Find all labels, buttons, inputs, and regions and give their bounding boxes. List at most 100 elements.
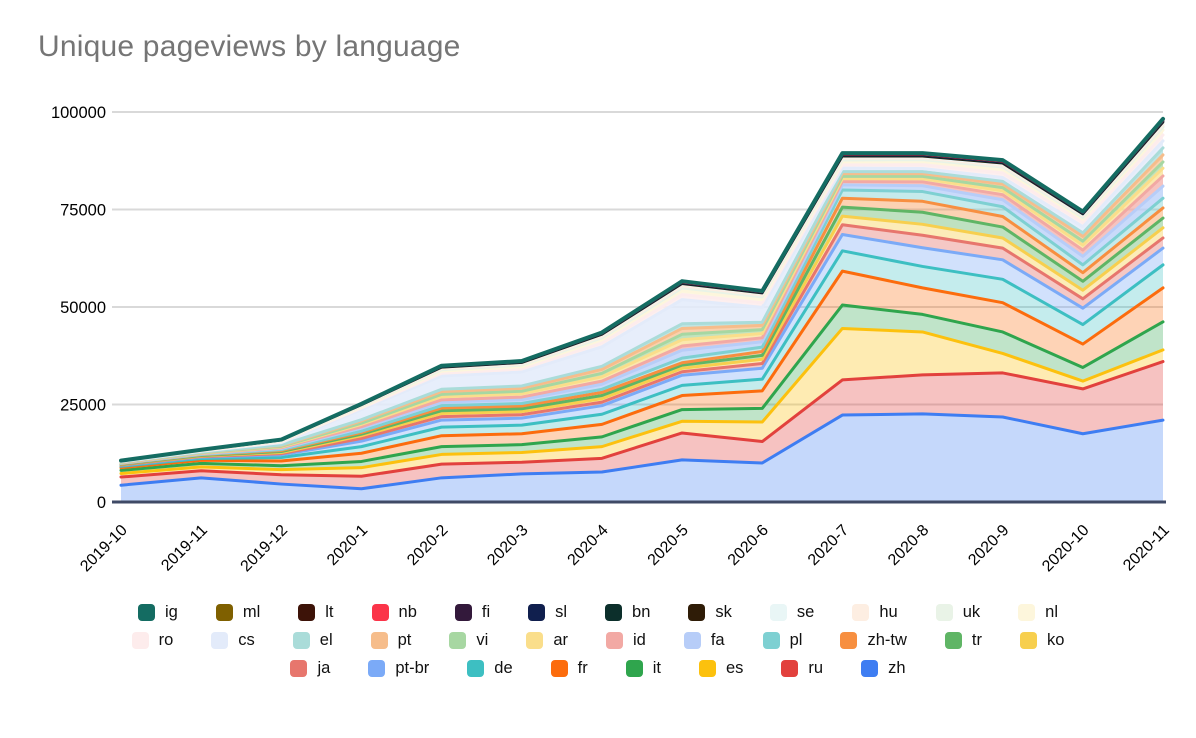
legend-item-el[interactable]: el xyxy=(292,632,333,649)
x-tick-label-2020-3: 2020-3 xyxy=(484,522,531,569)
x-tick-label-2020-5: 2020-5 xyxy=(645,522,692,569)
x-tick-label-2019-12: 2019-12 xyxy=(238,522,292,576)
legend-item-fa[interactable]: fa xyxy=(683,631,725,650)
legend-item-es[interactable]: es xyxy=(698,659,744,678)
legend-label-ro: ro xyxy=(158,631,174,650)
legend-label-fa: fa xyxy=(710,631,725,650)
tr-swatch-icon xyxy=(944,632,962,649)
fi-swatch-icon xyxy=(454,604,472,621)
x-tick-label-2020-10: 2020-10 xyxy=(1039,522,1093,576)
legend-item-nb[interactable]: nb xyxy=(371,603,417,622)
x-tick-label-2020-4: 2020-4 xyxy=(564,522,611,569)
line-de xyxy=(119,249,1165,468)
legend-label-nl: nl xyxy=(1045,603,1058,622)
legend-label-vi: vi xyxy=(476,631,489,650)
legend-item-id[interactable]: id xyxy=(605,632,646,649)
legend-item-ro[interactable]: ro xyxy=(131,631,174,650)
legend-label-bn: bn xyxy=(632,603,651,622)
legend-item-cs[interactable]: cs xyxy=(211,632,255,649)
bn-swatch-icon xyxy=(605,604,623,621)
legend-item-uk[interactable]: uk xyxy=(935,604,980,621)
pt-swatch-icon xyxy=(370,632,388,649)
se-swatch-icon xyxy=(769,604,787,621)
legend-item-pl[interactable]: pl xyxy=(762,632,802,649)
legend-row-2: ro cs el pt vi ar id fa pl zh-tw tr ko xyxy=(113,632,1084,649)
legend-label-ml: ml xyxy=(242,603,261,622)
zh-swatch-icon xyxy=(861,660,879,677)
ml-swatch-icon xyxy=(215,604,233,621)
cs-swatch-icon xyxy=(211,632,229,649)
legend-item-sl[interactable]: sl xyxy=(528,604,567,621)
y-tick-label-0: 0 xyxy=(97,494,106,512)
legend-label-se: se xyxy=(796,603,815,622)
legend-item-se[interactable]: se xyxy=(769,603,815,622)
id-swatch-icon xyxy=(605,632,623,649)
line-zh xyxy=(119,412,1165,491)
legend-label-it: it xyxy=(652,659,661,678)
legend-item-tr[interactable]: tr xyxy=(944,632,982,649)
x-tick-label-2020-1: 2020-1 xyxy=(324,522,371,569)
legend-label-sl: sl xyxy=(555,603,568,622)
lt-swatch-icon xyxy=(298,604,316,621)
legend-label-ru: ru xyxy=(808,659,824,678)
stacked-area-chart: 0 25000 50000 75000 100000 2019-10 2019-11 2019… xyxy=(51,104,1173,576)
legend-item-ar[interactable]: ar xyxy=(526,632,568,649)
legend-label-ig: ig xyxy=(165,603,178,622)
legend-item-ig[interactable]: ig xyxy=(138,604,178,621)
fa-swatch-icon xyxy=(683,632,701,649)
x-tick-label-2020-9: 2020-9 xyxy=(965,522,1012,569)
legend-item-lt[interactable]: lt xyxy=(298,604,334,621)
sl-swatch-icon xyxy=(528,604,546,621)
legend-item-ko[interactable]: ko xyxy=(1019,631,1065,650)
legend-label-zh: zh xyxy=(888,659,906,678)
legend-item-sk[interactable]: sk xyxy=(688,604,732,621)
y-tick-label-75000: 75000 xyxy=(60,202,106,220)
legend-item-ja[interactable]: ja xyxy=(290,660,330,677)
el-swatch-icon xyxy=(292,632,310,649)
legend-label-hu: hu xyxy=(879,603,898,622)
legend-label-ja: ja xyxy=(317,659,331,678)
ru-swatch-icon xyxy=(781,660,799,677)
ar-swatch-icon xyxy=(526,632,544,649)
legend-item-it[interactable]: it xyxy=(625,659,661,678)
legend-item-zh[interactable]: zh xyxy=(861,659,906,678)
legend-item-bn[interactable]: bn xyxy=(605,604,650,621)
x-tick-label-2019-11: 2019-11 xyxy=(158,522,211,575)
it-swatch-icon xyxy=(625,660,643,677)
legend-item-pt[interactable]: pt xyxy=(370,632,411,649)
legend-item-hu[interactable]: hu xyxy=(852,603,898,622)
legend-item-nl[interactable]: nl xyxy=(1018,604,1058,621)
x-tick-label-2020-11: 2020-11 xyxy=(1120,522,1173,575)
y-tick-label-50000: 50000 xyxy=(60,299,106,317)
legend-label-es: es xyxy=(725,659,744,678)
fr-swatch-icon xyxy=(550,660,568,677)
nl-swatch-icon xyxy=(1018,604,1036,621)
line-es xyxy=(119,326,1165,476)
legend-item-vi[interactable]: vi xyxy=(449,632,488,649)
y-tick-label-100000: 100000 xyxy=(51,104,106,122)
area-zh xyxy=(121,413,1163,502)
legend-label-pt-br: pt-br xyxy=(395,659,430,678)
legend-item-fi[interactable]: fi xyxy=(454,603,491,622)
legend-item-de[interactable]: de xyxy=(467,660,513,677)
legend-row-3: ja pt-br de fr it es ru zh xyxy=(271,660,924,677)
legend-item-fr[interactable]: fr xyxy=(550,659,588,678)
es-swatch-icon xyxy=(698,660,716,677)
legend-item-pt-br[interactable]: pt-br xyxy=(368,660,429,677)
sk-swatch-icon xyxy=(688,604,706,621)
legend-label-fi: fi xyxy=(481,603,491,622)
legend-label-ar: ar xyxy=(553,631,568,650)
legend-label-nb: nb xyxy=(398,603,417,622)
legend-label-ko: ko xyxy=(1046,631,1065,650)
zh-tw-swatch-icon xyxy=(840,632,858,649)
hu-swatch-icon xyxy=(852,604,870,621)
legend-row-1: ig ml lt nb fi sl bn sk se hu uk nl xyxy=(119,604,1077,621)
legend-item-zh-tw[interactable]: zh-tw xyxy=(840,632,907,649)
line-fr xyxy=(119,269,1165,470)
uk-swatch-icon xyxy=(935,604,953,621)
legend-label-fr: fr xyxy=(577,659,588,678)
legend-label-cs: cs xyxy=(238,631,255,650)
legend-item-ru[interactable]: ru xyxy=(781,660,823,677)
legend-item-ml[interactable]: ml xyxy=(215,603,261,622)
